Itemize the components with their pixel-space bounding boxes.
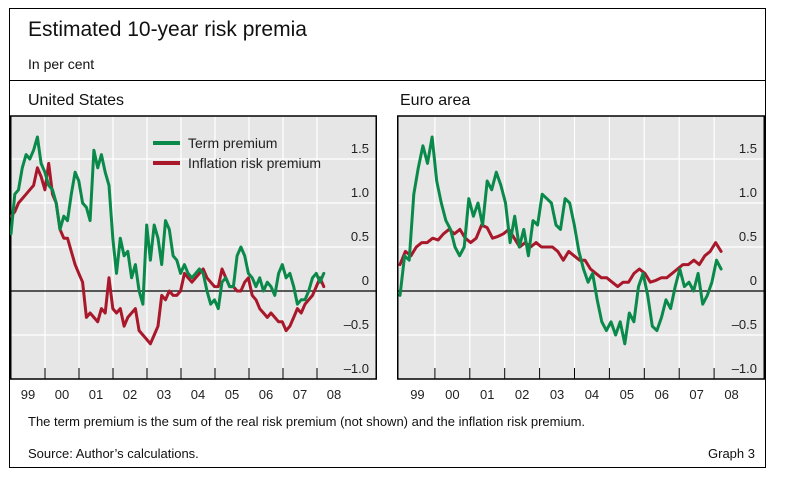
y-tick-label: –1.0: [732, 361, 757, 376]
y-tick-label: –0.5: [344, 317, 369, 332]
y-tick-label: 0.5: [351, 229, 369, 244]
plot-border: [397, 115, 765, 380]
x-tick-label: 99: [21, 387, 35, 402]
x-tick-label: 05: [620, 387, 634, 402]
x-tick-label: 01: [89, 387, 103, 402]
x-tick-label: 07: [293, 387, 307, 402]
y-tick-label: 1.5: [351, 141, 369, 156]
graph-frame: [9, 8, 766, 468]
source-note: Source: Author’s calculations.: [28, 446, 199, 461]
x-tick-label: 00: [55, 387, 69, 402]
x-tick-label: 08: [724, 387, 738, 402]
legend-label: Term premium: [188, 135, 277, 151]
graph-subtitle: In per cent: [28, 56, 95, 72]
x-tick-label: 06: [655, 387, 669, 402]
x-tick-label: 03: [157, 387, 171, 402]
x-tick-label: 06: [259, 387, 273, 402]
y-tick-label: –0.5: [732, 317, 757, 332]
graph-number: Graph 3: [708, 446, 755, 461]
series-line-inflation-risk-premium: [398, 223, 723, 289]
y-tick-label: 1.0: [739, 185, 757, 200]
y-tick-label: –1.0: [344, 361, 369, 376]
y-tick-label: 0: [750, 273, 757, 288]
x-tick-label: 07: [689, 387, 703, 402]
x-tick-label: 02: [515, 387, 529, 402]
x-tick-label: 02: [123, 387, 137, 402]
x-tick-label: 01: [480, 387, 494, 402]
series-line-term-premium: [398, 135, 723, 346]
series-line-inflation-risk-premium: [10, 161, 326, 346]
x-tick-label: 08: [327, 387, 341, 402]
footnote: The term premium is the sum of the real …: [28, 414, 586, 429]
y-tick-label: 0.5: [739, 229, 757, 244]
graph-title: Estimated 10-year risk premia: [28, 18, 307, 41]
header-divider: [9, 80, 766, 81]
x-tick-label: 00: [445, 387, 459, 402]
x-tick-label: 04: [191, 387, 205, 402]
plot-border: [10, 115, 377, 380]
x-tick-label: 04: [585, 387, 599, 402]
y-tick-label: 1.5: [739, 141, 757, 156]
x-tick-label: 03: [550, 387, 564, 402]
panel-title-us: United States: [28, 92, 125, 109]
legend-label: Inflation risk premium: [188, 155, 321, 171]
panel-title-euro: Euro area: [400, 92, 471, 109]
y-tick-label: 0: [362, 273, 369, 288]
series-line-term-premium: [10, 135, 326, 311]
x-tick-label: 99: [410, 387, 424, 402]
chart-euro-area: 1.5 1.0 0.5 0 –0.5 –1.0 99 00 01 02 03 04 05 06 07 08: [397, 115, 765, 402]
chart-united-states: 1.5 1.0 0.5 0 –0.5 –1.0 99 00 01 02 03 04 05 06 07 08 Te…: [10, 115, 377, 402]
x-tick-label: 05: [225, 387, 239, 402]
y-tick-label: 1.0: [351, 185, 369, 200]
